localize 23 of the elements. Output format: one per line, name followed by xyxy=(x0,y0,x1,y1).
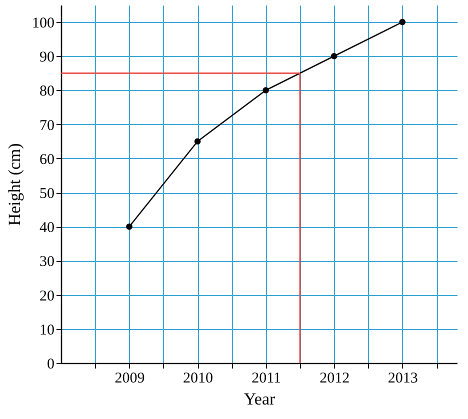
y-tick-label: 30 xyxy=(40,254,54,270)
point xyxy=(399,18,406,26)
point xyxy=(126,223,132,230)
y-tick-label: 0 xyxy=(47,356,54,372)
y-tick-label: 20 xyxy=(40,288,54,304)
y-tick-label: 50 xyxy=(40,186,54,202)
x-tick-label: 2009 xyxy=(114,370,145,386)
y-axis-title: Height (cm) xyxy=(5,143,24,226)
x-tick-label: 2011 xyxy=(252,370,282,386)
point xyxy=(262,87,269,94)
x-axis-title: Year xyxy=(244,390,276,408)
y-tick-label: 60 xyxy=(40,152,54,168)
x-tick-label: 2010 xyxy=(183,370,214,386)
x-tick-label: 2013 xyxy=(388,370,418,386)
x-tick-label: 2012 xyxy=(320,370,350,386)
y-tick-label: 10 xyxy=(40,322,54,338)
y-tick-label: 40 xyxy=(40,220,54,236)
y-tick-label: 80 xyxy=(40,84,54,100)
y-tick-label: 70 xyxy=(40,118,54,134)
point xyxy=(194,138,201,145)
y-tick-label: 90 xyxy=(40,50,54,66)
point xyxy=(330,52,338,60)
y-tick-label: 100 xyxy=(32,16,54,32)
